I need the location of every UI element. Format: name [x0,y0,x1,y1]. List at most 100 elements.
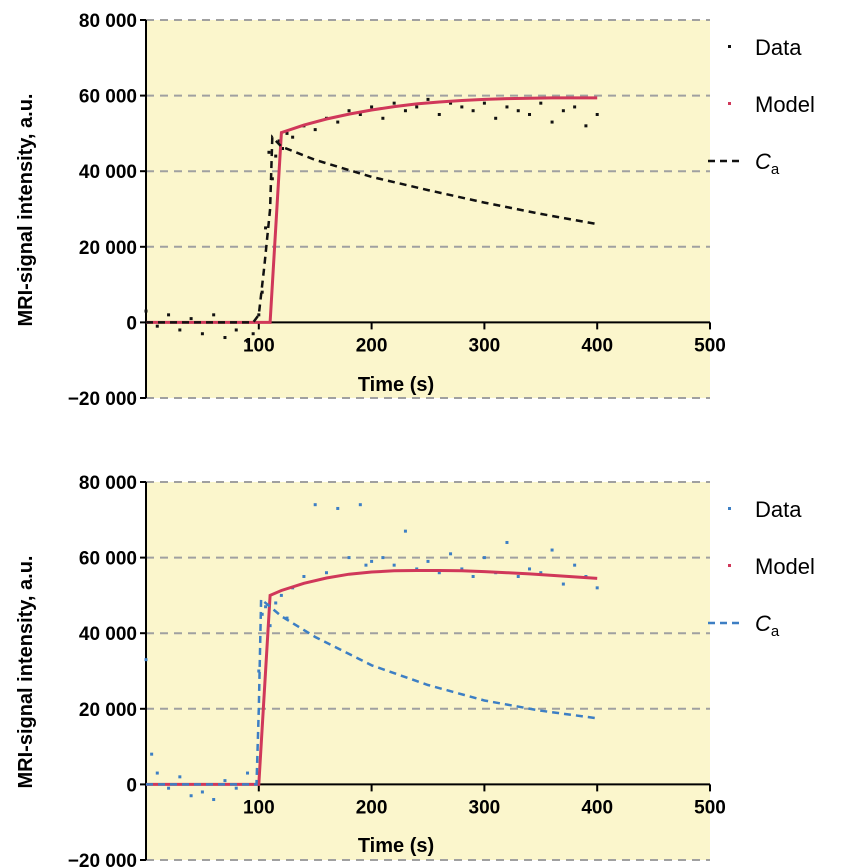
data-point [392,101,396,105]
data-point [595,586,599,590]
data-point [264,226,268,230]
data-point [449,552,453,556]
data-point [200,790,204,794]
data-point [200,332,204,336]
data-point [313,503,317,507]
x-tick-label: 400 [581,797,613,818]
plot-area [146,482,710,860]
data-point [285,616,289,620]
data-point [155,324,159,328]
data-point [573,105,577,109]
data-point [189,794,193,798]
data-point [234,786,238,790]
data-point [358,503,362,507]
data-point [267,150,271,154]
data-point [381,556,385,560]
data-point [234,328,238,332]
data-point [264,605,268,609]
data-point [482,101,486,105]
data-point [381,116,385,120]
data-point [274,154,278,158]
data-point [302,575,306,578]
y-tick-label: 80 000 [79,473,137,494]
data-point [449,101,453,105]
data-point [212,798,216,802]
data-point [150,752,154,756]
x-axis-label: Time (s) [358,374,434,396]
data-point [270,177,274,181]
y-tick-label: 0 [126,313,137,334]
y-tick-label: −20 000 [68,389,137,410]
data-point [257,313,261,317]
legend-swatch-data [728,507,731,510]
y-axis-label: MRI-signal intensity, a.u. [15,94,37,327]
data-point [280,147,284,151]
data-point [178,775,182,779]
x-tick-label: 300 [469,797,501,818]
legend-label: Model [755,92,815,117]
data-point [178,328,182,332]
data-point [336,506,340,510]
data-point [403,109,407,113]
data-point [324,571,328,575]
legend-label: Model [755,554,815,579]
data-point [246,771,250,775]
x-tick-label: 400 [581,335,613,356]
data-point [539,571,543,575]
data-point [437,113,441,116]
legend-label: Ca [755,149,780,178]
y-tick-label: 20 000 [79,700,137,721]
data-point [584,124,588,128]
y-tick-label: 60 000 [79,549,137,570]
data-point [167,313,171,317]
data-point [561,109,565,113]
data-point [268,624,272,628]
series-line-model [146,96,598,324]
data-point [279,593,283,597]
data-point [336,120,340,124]
data-point [550,120,554,124]
y-tick-label: 0 [126,775,137,796]
legend-label: Data [755,35,802,60]
data-point [426,559,430,563]
data-point [291,135,295,139]
data-point [155,771,159,775]
data-point [358,113,362,116]
data-point [144,309,148,313]
data-point [550,548,554,552]
x-tick-label: 500 [694,335,726,356]
x-tick-label: 100 [243,335,275,356]
y-tick-label: 20 000 [79,238,137,259]
y-tick-label: −20 000 [68,851,137,867]
series-line-model [146,569,598,786]
legend-label-main: C [755,149,771,174]
data-point [144,658,148,662]
data-point [595,113,599,116]
chart-panel-bottom: −20 000 0 20 000 40 000 60 000 80 000 100 200 30… [15,473,815,867]
data-point [528,113,532,116]
legend-swatch-data [728,45,731,48]
data-point [471,575,475,578]
data-point [223,779,227,783]
x-tick-label: 200 [356,797,388,818]
data-point [437,571,441,575]
data-point [251,332,255,336]
data-point [516,575,520,578]
data-point [347,109,351,113]
data-point [403,529,407,533]
data-point [257,669,261,673]
chart-panel-top: −20 000 0 20 000 40 000 60 000 80 000 100 200 30… [15,11,815,410]
series-line-ca [146,134,598,324]
data-point [539,101,543,105]
y-axis-label: MRI-signal intensity, a.u. [15,556,37,789]
x-tick-label: 200 [356,335,388,356]
data-point [260,612,264,616]
data-point [260,290,264,294]
data-point [364,563,368,567]
data-point [516,109,520,113]
y-tick-label: 40 000 [79,624,137,645]
data-point [471,109,475,113]
legend-label-main: C [755,611,771,636]
data-point [415,105,419,109]
